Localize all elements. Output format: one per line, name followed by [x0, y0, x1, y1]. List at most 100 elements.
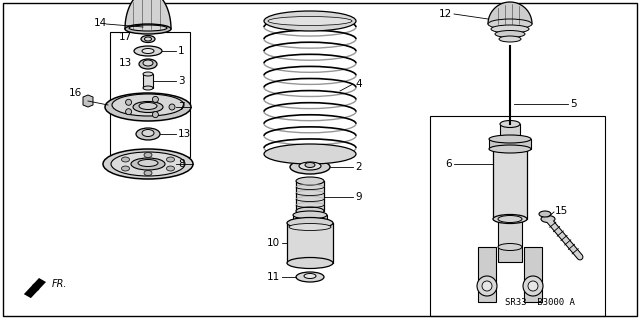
Ellipse shape [287, 257, 333, 269]
Circle shape [523, 276, 543, 296]
Ellipse shape [541, 216, 555, 222]
Text: 15: 15 [555, 206, 568, 216]
Ellipse shape [138, 160, 158, 167]
Text: 13: 13 [178, 129, 191, 139]
Ellipse shape [143, 60, 153, 66]
Ellipse shape [296, 272, 324, 282]
Ellipse shape [499, 36, 521, 42]
Text: 2: 2 [355, 162, 362, 172]
Text: SR33  B3000 A: SR33 B3000 A [505, 298, 575, 307]
Bar [430, 116, 605, 316]
Ellipse shape [144, 170, 152, 175]
Ellipse shape [143, 72, 153, 76]
Ellipse shape [142, 130, 154, 137]
Ellipse shape [491, 25, 529, 33]
Bar [500, 124, 520, 144]
Circle shape [528, 281, 538, 291]
Ellipse shape [105, 93, 191, 121]
Ellipse shape [305, 162, 315, 167]
Ellipse shape [287, 218, 333, 228]
Ellipse shape [498, 243, 522, 250]
Bar [143, 74, 153, 88]
Text: 13: 13 [119, 58, 132, 68]
Ellipse shape [112, 94, 184, 116]
Ellipse shape [304, 273, 316, 278]
Ellipse shape [493, 139, 527, 149]
Circle shape [152, 96, 159, 102]
Ellipse shape [139, 59, 157, 69]
Bar [478, 247, 496, 302]
Ellipse shape [145, 37, 152, 41]
Ellipse shape [498, 216, 522, 222]
Ellipse shape [133, 101, 163, 113]
Ellipse shape [264, 144, 356, 164]
Ellipse shape [289, 224, 331, 231]
Text: 7: 7 [178, 102, 184, 112]
Ellipse shape [299, 162, 321, 170]
Bar [524, 247, 542, 302]
Text: 9: 9 [355, 192, 362, 202]
Ellipse shape [166, 166, 175, 171]
Ellipse shape [143, 86, 153, 90]
Text: 8: 8 [178, 159, 184, 169]
Ellipse shape [268, 17, 352, 26]
Bar [493, 144, 527, 219]
Circle shape [169, 104, 175, 110]
Text: 4: 4 [355, 79, 362, 89]
Ellipse shape [539, 211, 551, 217]
Circle shape [477, 276, 497, 296]
Ellipse shape [489, 135, 531, 143]
Text: 17: 17 [119, 32, 132, 42]
Text: 11: 11 [267, 272, 280, 282]
Text: 1: 1 [178, 46, 184, 56]
Ellipse shape [144, 152, 152, 158]
Text: 6: 6 [445, 159, 452, 169]
Ellipse shape [293, 219, 327, 227]
Ellipse shape [264, 11, 356, 31]
Text: 16: 16 [68, 88, 82, 98]
Ellipse shape [489, 145, 531, 153]
Polygon shape [488, 2, 532, 24]
Ellipse shape [296, 207, 324, 215]
Text: 3: 3 [178, 76, 184, 86]
Polygon shape [125, 0, 171, 29]
Ellipse shape [141, 35, 155, 42]
Bar [498, 247, 522, 262]
Circle shape [125, 99, 132, 105]
Ellipse shape [122, 166, 129, 171]
Text: 12: 12 [439, 9, 452, 19]
Ellipse shape [142, 48, 154, 54]
Ellipse shape [500, 140, 520, 147]
Text: 10: 10 [267, 238, 280, 248]
Text: 5: 5 [570, 99, 577, 109]
Bar [498, 219, 522, 247]
Ellipse shape [500, 121, 520, 128]
Circle shape [125, 109, 132, 115]
Ellipse shape [134, 46, 162, 56]
Ellipse shape [290, 160, 330, 174]
Ellipse shape [131, 158, 165, 170]
Ellipse shape [103, 149, 193, 179]
Bar [287, 223, 333, 263]
Circle shape [152, 112, 159, 118]
Ellipse shape [493, 214, 527, 224]
Ellipse shape [293, 211, 327, 219]
Ellipse shape [129, 25, 167, 31]
Circle shape [482, 281, 492, 291]
Ellipse shape [488, 19, 532, 29]
Ellipse shape [111, 152, 185, 176]
Bar [110, 32, 190, 157]
Ellipse shape [495, 31, 525, 38]
Bar [296, 181, 324, 211]
Text: 14: 14 [93, 18, 107, 28]
Bar [293, 215, 327, 223]
Ellipse shape [122, 157, 129, 162]
Ellipse shape [136, 128, 160, 140]
Polygon shape [24, 278, 46, 298]
Ellipse shape [166, 157, 175, 162]
Text: FR.: FR. [52, 279, 67, 289]
Ellipse shape [125, 24, 171, 34]
Bar [489, 139, 531, 149]
Ellipse shape [296, 177, 324, 185]
Ellipse shape [139, 102, 157, 109]
